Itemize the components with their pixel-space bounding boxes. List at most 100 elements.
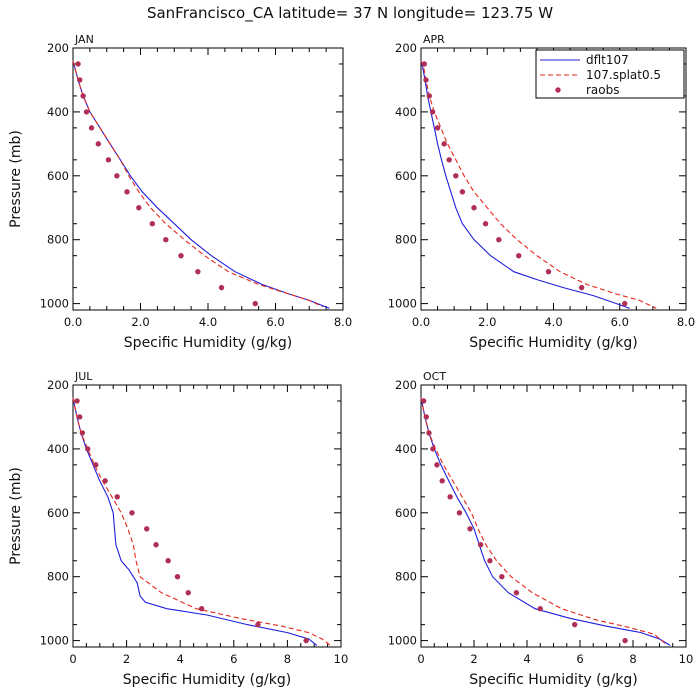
- legend-label: raobs: [586, 83, 620, 97]
- panel-jan-raobs-point: [95, 141, 102, 147]
- panel-oct-ytick-label: 400: [395, 442, 417, 456]
- panel-apr-raobs-point: [434, 125, 441, 131]
- panel-oct-raobs-point: [430, 446, 436, 452]
- panel-jan-frame: [72, 47, 344, 311]
- panel-apr-series-dflt107-line: [420, 60, 630, 309]
- panel-apr-raobs-point: [453, 173, 459, 179]
- panel-oct-raobs-point: [499, 574, 505, 580]
- panel-jul-raobs-point: [165, 558, 171, 564]
- panel-jul-raobs-point: [77, 414, 83, 420]
- panel-jan-raobs-point: [178, 252, 184, 259]
- panel-jul-label: JUL: [74, 370, 93, 383]
- panel-jan-raobs-point: [195, 268, 201, 275]
- panel-oct-series-raobs: [420, 398, 628, 644]
- panel-jul-series-107-splat0-5-line: [72, 397, 331, 646]
- panel-jul-raobs-point: [174, 574, 181, 580]
- panel-apr-raobs-point: [429, 109, 436, 115]
- panel-apr-raobs-point: [516, 252, 522, 259]
- panel-oct-raobs-point: [423, 414, 429, 420]
- legend-label: dflt107: [586, 53, 629, 67]
- panel-oct-raobs-point: [439, 478, 445, 484]
- panel-apr-raobs-point: [545, 268, 552, 275]
- panel-apr-xlabel: Specific Humidity (g/kg): [469, 335, 637, 351]
- panel-jul-raobs-point: [255, 621, 261, 628]
- panel-jan-ytick-label: 200: [47, 41, 69, 55]
- panel-jul-xtick-label: 6: [230, 652, 237, 666]
- panel-jul-raobs-point: [303, 637, 309, 644]
- panel-jan-series-raobs: [75, 61, 258, 307]
- panel-oct-xtick-label: 2: [470, 652, 477, 666]
- panel-apr-ytick-label: 800: [395, 233, 417, 247]
- panel-jan-raobs-point: [136, 205, 142, 211]
- panel-jan-raobs-point: [77, 77, 83, 83]
- panel-jul-ytick-label: 600: [47, 506, 69, 520]
- panel-jan-raobs-point: [163, 237, 169, 243]
- panel-apr-raobs-point: [423, 77, 429, 83]
- panel-apr-raobs-point: [622, 300, 628, 307]
- panel-oct-label: OCT: [423, 370, 446, 383]
- panel-jul-raobs-point: [144, 526, 150, 532]
- panel-oct-raobs-point: [537, 605, 543, 612]
- panel-apr-raobs-point: [578, 284, 585, 291]
- panel-oct-xtick-label: 8: [629, 652, 636, 666]
- panel-oct-raobs-point: [487, 558, 493, 564]
- panel-jan-raobs-point: [114, 173, 120, 179]
- panel-jul-xtick-label: 8: [284, 652, 291, 666]
- panel-apr-xtick-label: 8.0: [677, 315, 695, 329]
- panel-jul-ylabel: Pressure (mb): [8, 467, 24, 565]
- panel-oct-raobs-point: [434, 462, 440, 468]
- panel-jul-raobs-point: [185, 589, 191, 596]
- panel-oct-raobs-point: [447, 494, 453, 500]
- panel-apr-raobs-point: [471, 205, 477, 211]
- panel-apr-raobs-point: [426, 93, 432, 99]
- panel-apr-ytick-label: 600: [395, 169, 417, 183]
- panel-apr-series-raobs: [421, 61, 628, 307]
- panel-jul-xtick-label: 0: [69, 652, 76, 666]
- panel-oct-raobs-point: [477, 542, 484, 548]
- panel-jul-raobs-point: [102, 478, 108, 484]
- panel-jul-xlabel: Specific Humidity (g/kg): [123, 672, 291, 688]
- panel-jul-ytick-label: 400: [47, 442, 69, 456]
- panel-jul-series-raobs: [74, 398, 309, 644]
- panel-oct-series-dflt107-line: [420, 397, 671, 646]
- panel-jan-raobs-point: [105, 157, 112, 163]
- panel-oct-frame: [420, 384, 687, 648]
- panel-jan-xtick-label: 8.0: [334, 315, 352, 329]
- panel-oct-xlabel: Specific Humidity (g/kg): [469, 672, 637, 688]
- panel-jan-ytick-label: 800: [47, 233, 69, 247]
- panel-apr-xtick-label: 0.0: [412, 315, 430, 329]
- panel-jan-xtick-label: 4.0: [199, 315, 217, 329]
- panel-jan-xtick-label: 6.0: [266, 315, 284, 329]
- panel-apr-xtick-label: 4.0: [544, 315, 562, 329]
- panel-oct-series-107-splat0-5-line: [420, 397, 668, 646]
- panel-jul-ytick-label: 200: [47, 378, 69, 392]
- panel-apr-ytick-label: 1000: [388, 297, 417, 311]
- panel-jan-ytick-label: 400: [47, 105, 69, 119]
- panel-jan-raobs-point: [124, 189, 130, 195]
- panel-oct-ytick-label: 600: [395, 506, 417, 520]
- panel-jan-xlabel: Specific Humidity (g/kg): [124, 335, 292, 351]
- panel-oct-raobs-point: [513, 589, 520, 596]
- panel-jan-ytick-label: 600: [47, 169, 69, 183]
- panel-oct-xtick-label: 6: [576, 652, 583, 666]
- panel-apr-xtick-label: 6.0: [611, 315, 629, 329]
- panel-jul-xtick-label: 4: [177, 652, 184, 666]
- legend-marker-raobs: [555, 87, 561, 93]
- panel-jan-raobs-point: [149, 221, 156, 227]
- panel-jan-xtick-label: 0.0: [64, 315, 82, 329]
- panel-apr-raobs-point: [441, 141, 447, 147]
- panel-oct-xtick-label: 4: [523, 652, 530, 666]
- panel-jan-ytick-label: 1000: [40, 297, 69, 311]
- panel-jan-raobs-point: [83, 109, 90, 115]
- panel-jul-series-dflt107-line: [72, 397, 318, 646]
- panel-jul-ytick-label: 800: [47, 570, 69, 584]
- panel-oct-xtick-label: 10: [679, 652, 694, 666]
- panel-jan-raobs-point: [252, 300, 258, 307]
- panel-jul-raobs-point: [79, 430, 86, 436]
- panel-oct-raobs-point: [572, 621, 578, 628]
- panel-jul-raobs-point: [93, 462, 99, 468]
- panel-jan: JAN 200 400 600 800 1000 0.0 2.0 4.0 6.0 8.0 Specif…: [8, 33, 352, 351]
